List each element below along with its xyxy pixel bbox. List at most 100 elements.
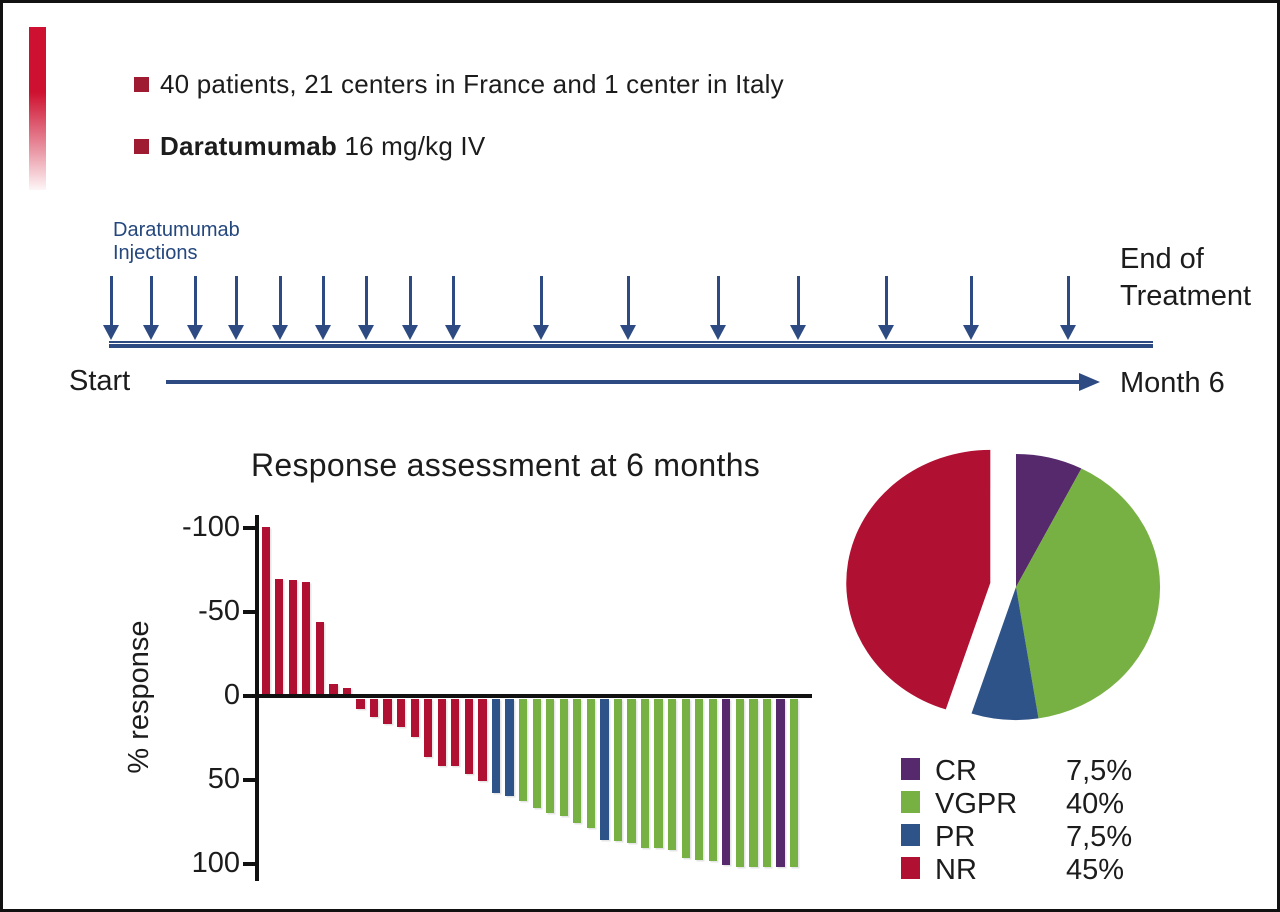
waterfall-bar-nr (261, 526, 270, 695)
bullet-item-drug: Daratumumab 16 mg/kg IV (134, 131, 485, 161)
injection-arrow-down-icon (962, 276, 980, 340)
waterfall-bar-nr (397, 698, 406, 728)
bullet-item-patients: 40 patients, 21 centers in France and 1 … (134, 69, 784, 99)
waterfall-bar-vgpr (613, 698, 623, 842)
injection-arrow-down-icon (709, 276, 727, 340)
start-to-month6-arrow-line (166, 380, 1081, 384)
waterfall-bar-nr (464, 698, 474, 775)
waterfall-bar-nr (342, 687, 352, 695)
waterfall-bar-vgpr (749, 698, 758, 867)
legend-swatch-icon (901, 857, 920, 879)
legend-swatch-icon (901, 791, 920, 813)
legend-row-cr: CR 7,5% (901, 755, 1161, 787)
legend-row-pr: PR 7,5% (901, 821, 1161, 853)
injection-arrow-down-icon (142, 276, 160, 340)
waterfall-bar-vgpr (573, 698, 582, 823)
waterfall-bar-vgpr (640, 698, 650, 849)
waterfall-bar-vgpr (695, 698, 704, 860)
pie-slice-cr (1016, 454, 1082, 587)
drug-name: Daratumumab (160, 130, 338, 161)
waterfall-bar-nr (315, 622, 324, 695)
pie-chart (846, 449, 1161, 721)
waterfall-bar-vgpr (627, 698, 636, 843)
legend-value: 7,5% (1066, 755, 1133, 787)
legend-row-vgpr: VGPR 40% (901, 788, 1161, 820)
legend-label: VGPR (935, 788, 1018, 820)
bullet-text-drug: Daratumumab 16 mg/kg IV (160, 131, 485, 162)
injection-arrow-down-icon (1059, 276, 1077, 340)
legend-label: CR (935, 755, 977, 787)
waterfall-bar-cr (722, 698, 731, 865)
waterfall-bar-vgpr (546, 698, 555, 813)
injection-arrow-down-icon (102, 276, 120, 340)
legend-label: PR (935, 821, 976, 853)
y-tick-label: 50 (207, 763, 240, 795)
waterfall-bar-nr (410, 698, 419, 738)
injection-arrow-down-icon (357, 276, 375, 340)
injection-arrow-down-icon (444, 276, 462, 340)
treatment-timeline-line (109, 341, 1153, 348)
waterfall-bar-vgpr (559, 698, 568, 817)
waterfall-bar-pr (505, 698, 514, 796)
y-tick-label: -50 (198, 595, 240, 627)
bullet-square-icon (134, 138, 149, 154)
injection-arrow-down-icon (789, 276, 807, 340)
arrowhead-right-icon (1079, 373, 1100, 391)
waterfall-bar-nr (288, 580, 297, 695)
red-gradient-accent-bar (29, 27, 46, 190)
legend-value: 45% (1066, 854, 1125, 886)
end-of-treatment-label: End of Treatment (1120, 243, 1252, 312)
injections-label: Daratumumab Injections (113, 219, 240, 264)
waterfall-bar-nr (329, 684, 338, 695)
waterfall-bar-vgpr (762, 698, 772, 867)
waterfall-bar-nr (369, 698, 379, 717)
waterfall-bar-cr (776, 698, 785, 867)
injection-arrow-down-icon (227, 276, 245, 340)
waterfall-y-axis (255, 515, 259, 881)
waterfall-bar-vgpr (789, 698, 799, 867)
pie-slice-vgpr (1016, 468, 1161, 719)
injection-arrow-down-icon (532, 276, 550, 340)
injection-arrow-down-icon (314, 276, 332, 340)
waterfall-bar-nr (437, 698, 446, 766)
waterfall-bar-nr (451, 698, 460, 766)
y-tick (243, 610, 256, 614)
waterfall-zero-line (255, 694, 812, 698)
y-tick-label: 0 (223, 679, 240, 711)
legend-swatch-icon (901, 824, 920, 846)
waterfall-bar-nr (275, 578, 284, 695)
waterfall-bar-vgpr (681, 698, 690, 859)
waterfall-bar-vgpr (708, 698, 717, 862)
pie-slice-nr (846, 449, 991, 710)
legend-swatch-icon (901, 758, 920, 780)
month6-label: Month 6 (1120, 367, 1225, 399)
y-tick (243, 862, 256, 866)
waterfall-bar-pr (491, 698, 501, 793)
waterfall-bar-vgpr (668, 698, 677, 850)
waterfall-bar-vgpr (532, 698, 541, 808)
waterfall-bar-vgpr (586, 698, 595, 828)
legend-value: 40% (1066, 788, 1125, 820)
injection-arrow-down-icon (186, 276, 204, 340)
legend-row-nr: NR 45% (901, 854, 1161, 886)
waterfall-bar-nr (383, 698, 392, 724)
y-tick (243, 778, 256, 782)
y-tick-label: 100 (191, 847, 240, 879)
waterfall-title: Response assessment at 6 months (251, 447, 761, 483)
legend-label: NR (935, 854, 977, 886)
waterfall-bar-nr (424, 698, 433, 758)
y-tick (243, 526, 256, 530)
y-tick-label: -100 (181, 511, 240, 543)
bullet-square-icon (134, 76, 149, 92)
waterfall-bar-pr (600, 698, 609, 840)
waterfall-bar-vgpr (654, 698, 663, 849)
injection-arrow-down-icon (619, 276, 637, 340)
waterfall-bar-vgpr (735, 698, 745, 867)
injection-arrow-down-icon (877, 276, 895, 340)
legend-value: 7,5% (1066, 821, 1133, 853)
waterfall-bar-nr (478, 698, 487, 781)
waterfall-bar-vgpr (518, 698, 528, 801)
y-tick (243, 694, 256, 698)
start-label: Start (69, 365, 131, 397)
